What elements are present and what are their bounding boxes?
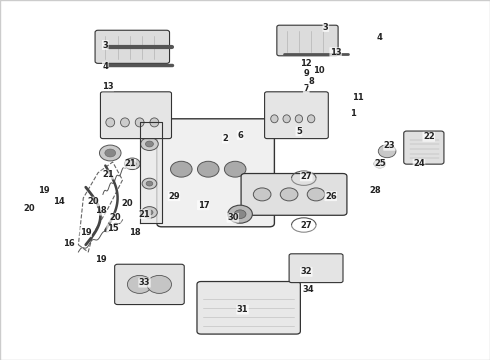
Text: 2: 2 [222, 134, 228, 143]
Text: 27: 27 [300, 172, 312, 181]
FancyBboxPatch shape [115, 264, 184, 305]
Ellipse shape [283, 115, 291, 123]
Text: 16: 16 [63, 239, 74, 248]
Text: 24: 24 [413, 159, 425, 168]
Text: 26: 26 [325, 192, 337, 201]
Text: 20: 20 [24, 204, 35, 213]
Circle shape [228, 205, 252, 223]
Text: 12: 12 [300, 59, 312, 68]
Text: 31: 31 [237, 305, 248, 314]
Circle shape [171, 161, 192, 177]
Text: 27: 27 [300, 220, 312, 230]
Text: 4: 4 [102, 62, 108, 71]
FancyBboxPatch shape [95, 30, 170, 63]
FancyBboxPatch shape [197, 282, 300, 334]
Text: 13: 13 [330, 48, 342, 57]
Circle shape [147, 275, 172, 293]
Text: 10: 10 [313, 66, 324, 75]
Text: 29: 29 [168, 192, 180, 201]
Polygon shape [140, 122, 162, 223]
Text: 11: 11 [352, 93, 364, 102]
Text: 23: 23 [384, 141, 395, 150]
Text: 18: 18 [129, 228, 141, 237]
Text: 5: 5 [296, 127, 302, 136]
Text: 22: 22 [423, 132, 435, 141]
Circle shape [197, 161, 219, 177]
Circle shape [127, 275, 152, 293]
Circle shape [146, 181, 153, 186]
Text: 1: 1 [350, 109, 356, 118]
Text: 34: 34 [303, 285, 315, 294]
Text: 19: 19 [80, 228, 92, 237]
Text: 4: 4 [377, 33, 383, 42]
Ellipse shape [295, 115, 303, 123]
Circle shape [146, 210, 153, 215]
Circle shape [234, 210, 246, 219]
Text: 21: 21 [102, 170, 114, 179]
Ellipse shape [135, 118, 144, 127]
Circle shape [253, 188, 271, 201]
Text: 21: 21 [124, 159, 136, 168]
Text: 15: 15 [107, 224, 119, 233]
Circle shape [105, 149, 116, 157]
FancyBboxPatch shape [157, 119, 274, 227]
Circle shape [142, 207, 157, 218]
Text: 19: 19 [38, 186, 50, 195]
Circle shape [146, 141, 153, 147]
Circle shape [280, 188, 298, 201]
Ellipse shape [106, 118, 115, 127]
FancyBboxPatch shape [289, 254, 343, 283]
Text: 28: 28 [369, 186, 381, 195]
Circle shape [224, 161, 246, 177]
Circle shape [142, 178, 157, 189]
FancyBboxPatch shape [404, 131, 444, 164]
Text: 3: 3 [102, 41, 108, 50]
Ellipse shape [308, 115, 315, 123]
Text: 32: 32 [300, 267, 312, 276]
Text: 7: 7 [303, 84, 309, 93]
Text: 25: 25 [374, 159, 386, 168]
Circle shape [307, 188, 325, 201]
Text: 20: 20 [87, 197, 99, 206]
Ellipse shape [270, 115, 278, 123]
FancyBboxPatch shape [265, 92, 328, 139]
Text: 8: 8 [308, 77, 314, 86]
Text: 21: 21 [139, 210, 150, 219]
Text: 9: 9 [303, 69, 309, 78]
Text: 14: 14 [53, 197, 65, 206]
Text: 6: 6 [237, 131, 243, 140]
Text: 13: 13 [102, 82, 114, 91]
Circle shape [128, 161, 136, 167]
Circle shape [141, 138, 158, 150]
Ellipse shape [121, 118, 129, 127]
Text: 20: 20 [122, 199, 133, 208]
FancyBboxPatch shape [241, 174, 347, 215]
Text: 19: 19 [95, 255, 106, 264]
Circle shape [374, 159, 386, 168]
Text: 17: 17 [197, 201, 209, 210]
Text: 33: 33 [139, 278, 150, 287]
Circle shape [378, 145, 396, 158]
Text: 3: 3 [323, 23, 329, 32]
Circle shape [124, 158, 140, 170]
Ellipse shape [150, 118, 159, 127]
Text: 30: 30 [227, 213, 239, 222]
FancyBboxPatch shape [100, 92, 172, 139]
Text: 20: 20 [109, 213, 121, 222]
Text: 18: 18 [95, 206, 106, 215]
FancyBboxPatch shape [277, 25, 338, 56]
Circle shape [99, 145, 121, 161]
